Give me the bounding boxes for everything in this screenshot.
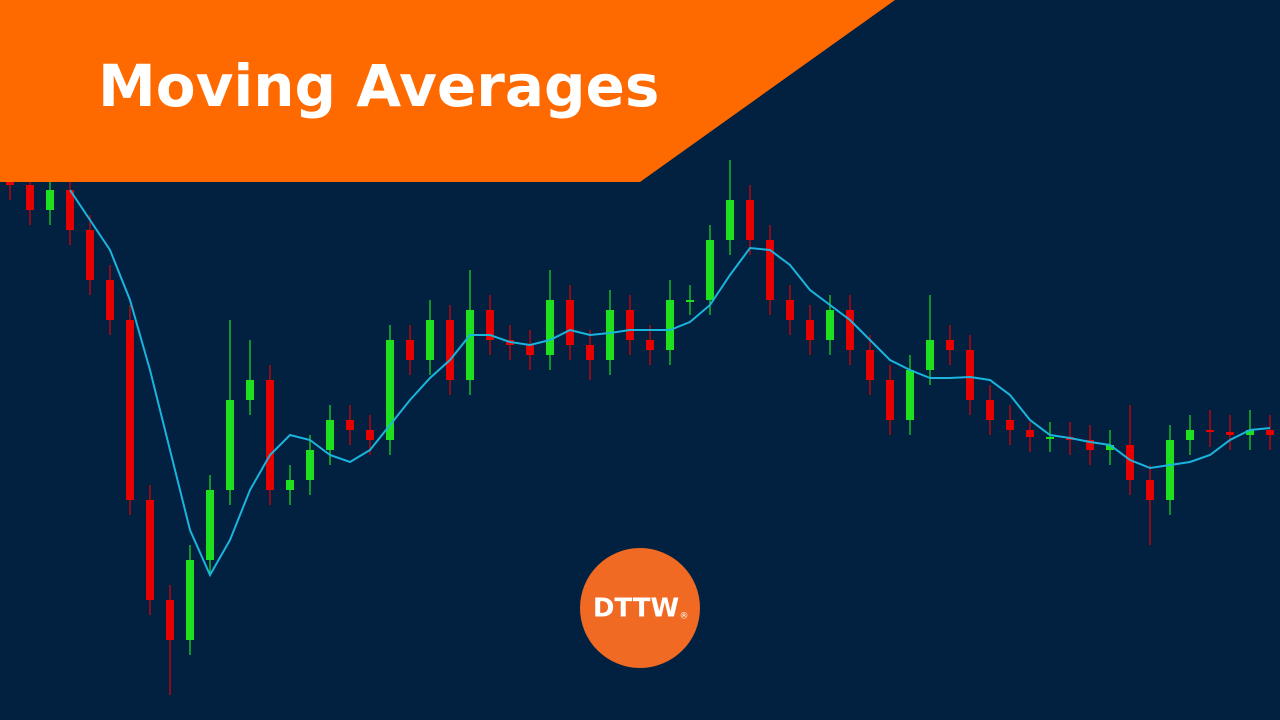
candle-body: [1266, 430, 1274, 435]
candle-body: [826, 310, 834, 340]
candle-body: [406, 340, 414, 360]
candle-body: [746, 200, 754, 240]
candle-body: [586, 345, 594, 360]
candle-body: [1186, 430, 1194, 440]
candle-body: [906, 370, 914, 420]
candle-body: [66, 190, 74, 230]
candle-body: [486, 310, 494, 340]
candle-body: [46, 190, 54, 210]
candle-body: [86, 230, 94, 280]
candle-body: [966, 350, 974, 400]
candle-body: [946, 340, 954, 350]
candle-body: [926, 340, 934, 370]
candle-body: [866, 350, 874, 380]
candle-body: [146, 500, 154, 600]
candle-body: [1126, 445, 1134, 480]
candle-body: [126, 320, 134, 500]
candle-body: [786, 300, 794, 320]
plot: [6, 155, 1274, 695]
candle-body: [226, 400, 234, 490]
candle-body: [806, 320, 814, 340]
candle-body: [606, 310, 614, 360]
candle-body: [206, 490, 214, 560]
candle-body: [386, 340, 394, 440]
candle-body: [246, 380, 254, 400]
candle-body: [1226, 432, 1234, 435]
candle-body: [566, 300, 574, 345]
candle-body: [326, 420, 334, 450]
candle-body: [466, 310, 474, 380]
candle-body: [1046, 437, 1054, 439]
candle-body: [666, 300, 674, 350]
banner: [0, 0, 895, 182]
logo-text: DTTW: [593, 594, 679, 624]
candle-body: [846, 310, 854, 350]
candle-body: [1026, 430, 1034, 437]
candle-body: [426, 320, 434, 360]
logo-circle: [580, 548, 700, 668]
candle-body: [106, 280, 114, 320]
candle-body: [446, 320, 454, 380]
candle-body: [726, 200, 734, 240]
logo-mark: ®: [680, 612, 689, 622]
candle-body: [186, 560, 194, 640]
candle-body: [706, 240, 714, 300]
candle-body: [1006, 420, 1014, 430]
title: Moving Averages: [98, 52, 659, 120]
candle-body: [626, 310, 634, 340]
candle-body: [1166, 440, 1174, 500]
candle-body: [266, 380, 274, 490]
candle-body: [1246, 430, 1254, 435]
candle-body: [686, 300, 694, 302]
candle-body: [366, 430, 374, 440]
candle-body: [1086, 440, 1094, 450]
candle-body: [1146, 480, 1154, 500]
candle-body: [286, 480, 294, 490]
candle-body: [26, 185, 34, 210]
candle-body: [526, 345, 534, 355]
candle-body: [986, 400, 994, 420]
candle-body: [886, 380, 894, 420]
candle-body: [546, 300, 554, 355]
candle-body: [766, 240, 774, 300]
moving-average-line: [69, 189, 1271, 578]
candle-body: [306, 450, 314, 480]
candle-body: [1106, 445, 1114, 450]
candle-body: [346, 420, 354, 430]
candle-body: [166, 600, 174, 640]
candle-body: [646, 340, 654, 350]
candle-body: [1206, 430, 1214, 432]
